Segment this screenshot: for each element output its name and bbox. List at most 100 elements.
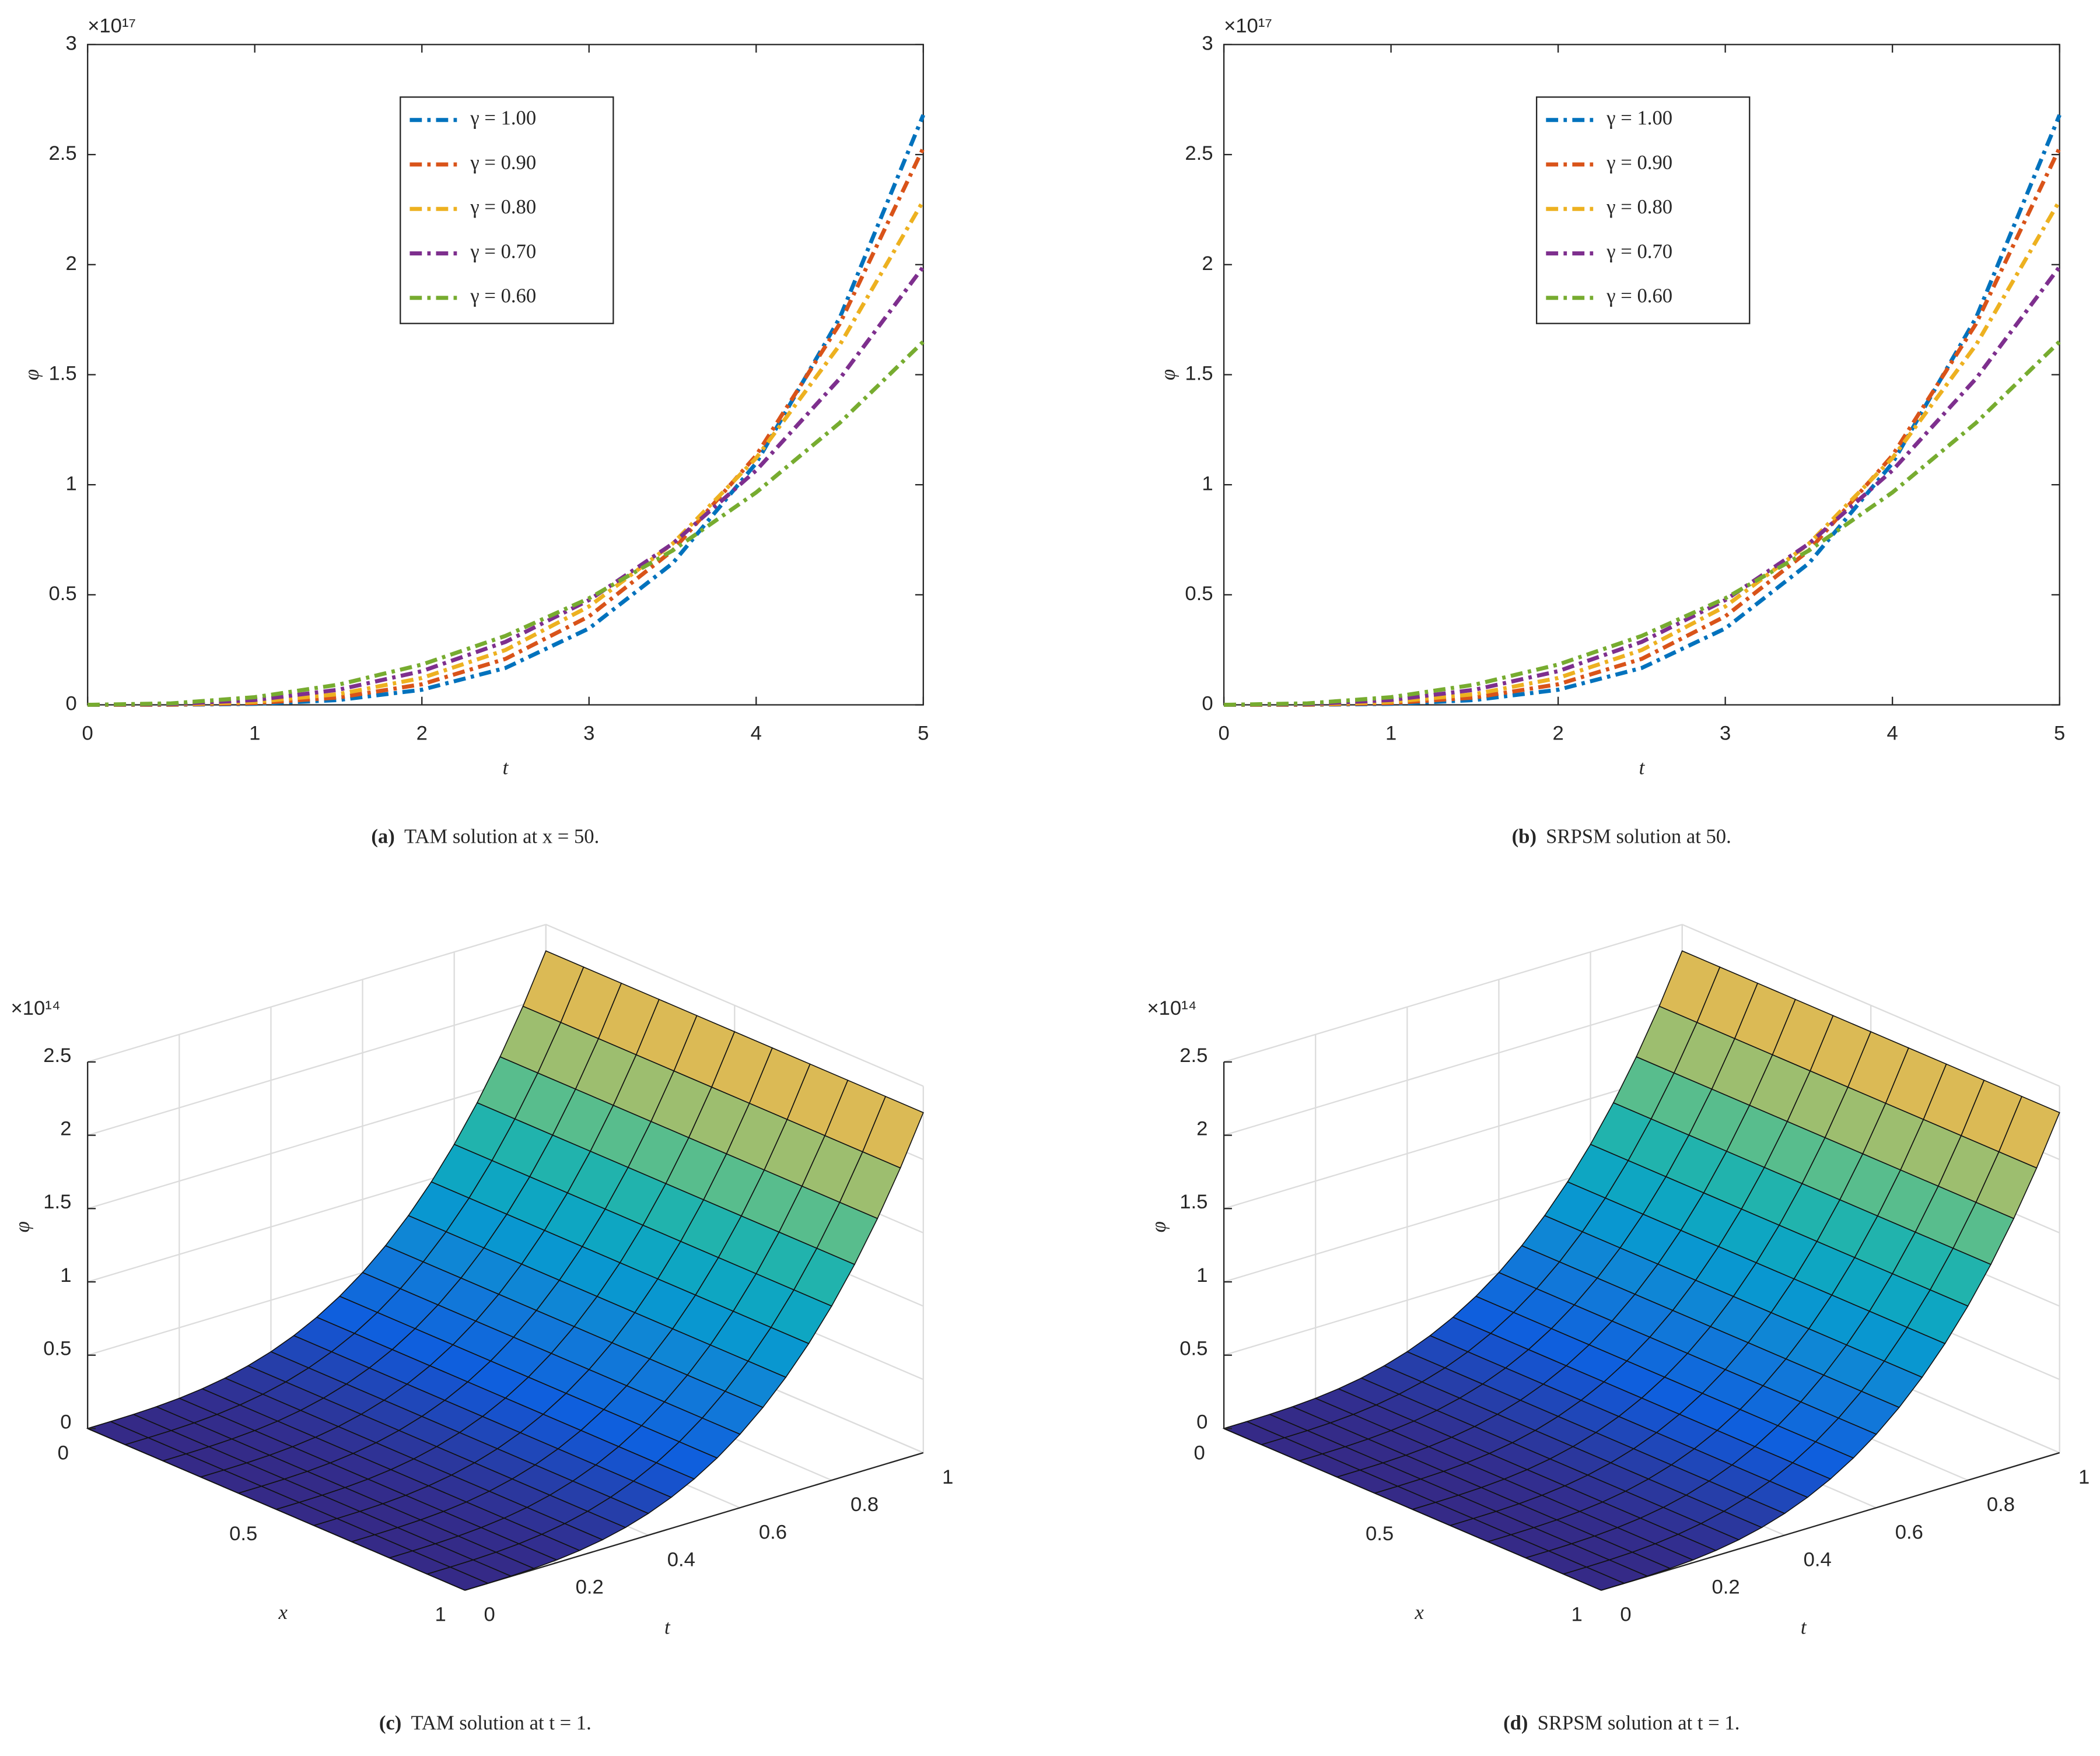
- z-tick-label: 0.5: [43, 1338, 71, 1360]
- x-tick-label: 0: [58, 1442, 69, 1464]
- legend-label: γ = 0.60: [470, 285, 536, 307]
- caption-text: SRPSM solution at 50.: [1546, 825, 1731, 847]
- y-tick-label: 1.5: [49, 363, 77, 385]
- z-tick-label: 0: [60, 1411, 71, 1433]
- z-axis-label: φ: [12, 1221, 34, 1232]
- y-tick-label: 1.5: [1185, 363, 1213, 385]
- x-tick-label: 3: [1720, 723, 1731, 745]
- legend-label: γ = 0.60: [1606, 285, 1672, 307]
- z-tick-label: 1.5: [1180, 1191, 1208, 1213]
- y-tick-label: 0: [1202, 693, 1213, 715]
- t-axis: [1601, 1452, 2060, 1591]
- legend-label: γ = 0.70: [1606, 240, 1672, 262]
- y-tick-label: 2: [65, 253, 76, 275]
- x-tick-label: 1: [249, 723, 260, 745]
- caption-text: SRPSM solution at t = 1.: [1538, 1712, 1740, 1734]
- z-tick-label: 2.5: [1180, 1045, 1208, 1067]
- t-tick-label: 0.2: [1712, 1576, 1740, 1599]
- y-tick-label: 3: [1202, 33, 1213, 55]
- z-tick-label: 2.5: [43, 1045, 71, 1067]
- t-axis-label: t: [664, 1617, 671, 1639]
- caption-text: TAM solution at x = 50.: [404, 825, 599, 847]
- x-axis-label: t: [503, 756, 509, 779]
- legend-label: γ = 0.90: [1606, 152, 1672, 174]
- x-tick-label: 5: [918, 723, 929, 745]
- z-tick-label: 1: [60, 1264, 71, 1287]
- x-tick-label: 0.5: [229, 1523, 257, 1545]
- t-tick-label: 1: [942, 1466, 953, 1488]
- x-axis-label: x: [278, 1601, 288, 1624]
- t-tick-label: 0: [1620, 1604, 1631, 1626]
- z-tick-label: 1.5: [43, 1191, 71, 1213]
- legend-box: [1535, 96, 1751, 324]
- caption: (d) SRPSM solution at t = 1.: [1503, 1712, 1740, 1734]
- caption: (b) SRPSM solution at 50.: [1512, 825, 1731, 847]
- grid-line: [87, 924, 547, 1063]
- t-tick-label: 0.8: [850, 1494, 878, 1516]
- legend-label: γ = 1.00: [470, 107, 536, 129]
- t-tick-label: 0.6: [759, 1521, 787, 1543]
- y-tick-label: 2.5: [49, 142, 77, 164]
- t-axis: [464, 1452, 924, 1591]
- x-tick-label: 0: [1218, 723, 1229, 745]
- surface-patch: [1562, 1566, 1626, 1591]
- caption: (a) TAM solution at x = 50.: [371, 825, 599, 847]
- t-tick-label: 0: [484, 1604, 495, 1626]
- y-tick-label: 1: [1202, 472, 1213, 495]
- y-tick-label: 2: [1202, 253, 1213, 275]
- z-axis-label: φ: [1147, 1221, 1170, 1232]
- grid-line: [87, 1070, 547, 1210]
- t-tick-label: 1: [2078, 1466, 2090, 1488]
- grid-line: [1223, 997, 1683, 1136]
- x-tick-label: 3: [583, 723, 594, 745]
- series-line: [88, 265, 925, 707]
- y-tick-label: 0: [65, 693, 76, 715]
- y-tick-label: 3: [65, 33, 76, 55]
- legend-label: γ = 0.80: [1606, 196, 1672, 218]
- y-axis-label: φ: [1157, 369, 1180, 380]
- t-tick-label: 0.4: [1804, 1548, 1832, 1571]
- x-tick-label: 2: [416, 723, 428, 745]
- z-tick-label: 0: [1196, 1411, 1208, 1433]
- series-line: [88, 340, 925, 707]
- x-tick-label: 4: [751, 723, 762, 745]
- y-axis-label: φ: [21, 369, 43, 380]
- legend-label: γ = 0.90: [470, 152, 536, 174]
- z-exponent: ×10¹⁴: [10, 997, 60, 1019]
- series-line: [1224, 265, 2062, 707]
- caption-tag: (d): [1503, 1712, 1528, 1734]
- t-tick-label: 0.2: [576, 1576, 604, 1599]
- y-tick-label: 0.5: [49, 583, 77, 605]
- x-tick-label: 1: [435, 1604, 446, 1626]
- t-tick-label: 0.4: [667, 1548, 695, 1571]
- caption: (c) TAM solution at t = 1.: [379, 1712, 592, 1734]
- caption-tag: (b): [1512, 825, 1536, 847]
- x-axis-label: x: [1414, 1601, 1424, 1624]
- t-axis-label: t: [1801, 1617, 1807, 1639]
- caption-text: TAM solution at t = 1.: [411, 1712, 592, 1734]
- caption-tag: (c): [379, 1712, 401, 1734]
- x-tick-label: 1: [1385, 723, 1396, 745]
- legend-label: γ = 0.70: [470, 240, 536, 262]
- x-tick-label: 5: [2054, 723, 2065, 745]
- caption-tag: (a): [371, 825, 394, 847]
- legend-box: [400, 96, 614, 324]
- y-tick-label: 0.5: [1185, 583, 1213, 605]
- t-tick-label: 0.6: [1895, 1521, 1923, 1543]
- x-axis-label: t: [1639, 756, 1646, 779]
- x-tick-label: 2: [1552, 723, 1563, 745]
- y-tick-label: 1: [65, 472, 76, 495]
- t-tick-label: 0.8: [1987, 1494, 2015, 1516]
- z-tick-label: 2: [60, 1118, 71, 1140]
- z-tick-label: 2: [1196, 1118, 1208, 1140]
- x-tick-label: 0: [1194, 1442, 1205, 1464]
- series-line: [1224, 340, 2062, 707]
- x-tick-label: 0.5: [1366, 1523, 1394, 1545]
- grid-line: [1223, 924, 1683, 1063]
- legend-label: γ = 0.80: [470, 196, 536, 218]
- grid-line: [87, 997, 547, 1136]
- x-tick-label: 0: [82, 723, 93, 745]
- x-tick-label: 1: [1571, 1604, 1582, 1626]
